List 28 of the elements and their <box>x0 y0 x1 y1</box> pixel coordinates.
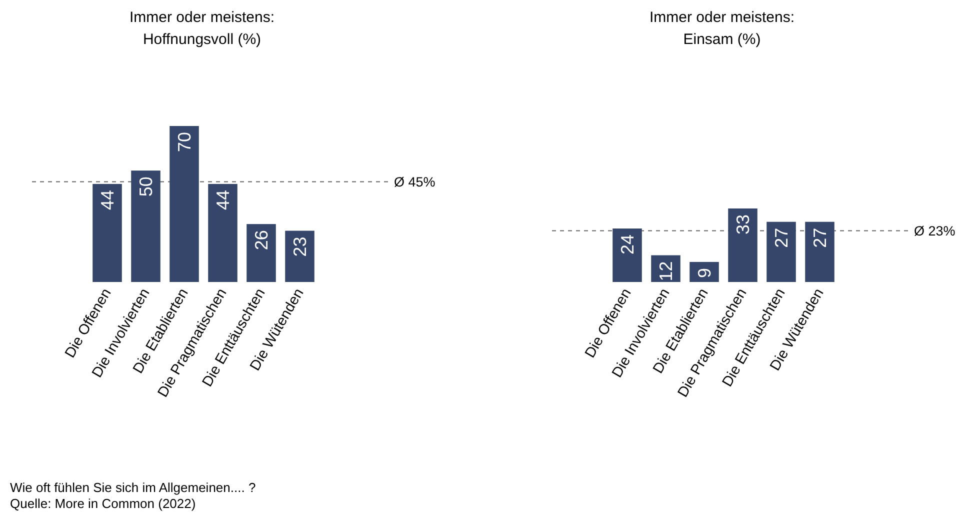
chart-title: Immer oder meistens: Hoffnungsvoll (%) <box>129 9 275 48</box>
data-label: 70 <box>174 132 194 152</box>
data-label: 9 <box>694 268 714 278</box>
data-label: 33 <box>732 214 753 234</box>
data-label: 12 <box>656 261 676 282</box>
bar <box>285 230 314 282</box>
chart-title: Immer oder meistens: Einsam (%) <box>649 9 795 48</box>
data-label: 27 <box>771 228 792 248</box>
data-label: 44 <box>97 190 118 210</box>
bar <box>92 184 122 282</box>
source-note: Quelle: More in Common (2022) <box>10 496 196 511</box>
ref-line-label: Ø 23% <box>914 224 956 239</box>
data-label: 23 <box>290 236 310 257</box>
bar <box>805 222 834 282</box>
bar <box>246 224 276 282</box>
data-label: 27 <box>810 228 830 248</box>
bar <box>612 228 642 282</box>
bar <box>728 208 758 282</box>
data-label: 50 <box>136 176 156 197</box>
bar <box>208 184 238 282</box>
data-label: 26 <box>251 230 272 250</box>
bar <box>131 170 160 282</box>
data-label: 24 <box>617 234 638 255</box>
text: Wie oft fühlen Sie sich im Allgemeinen.... ? <box>10 480 256 495</box>
data-label: 44 <box>212 190 233 210</box>
bar <box>766 222 796 282</box>
bar <box>170 126 199 282</box>
ref-line-label: Ø 45% <box>394 174 436 190</box>
